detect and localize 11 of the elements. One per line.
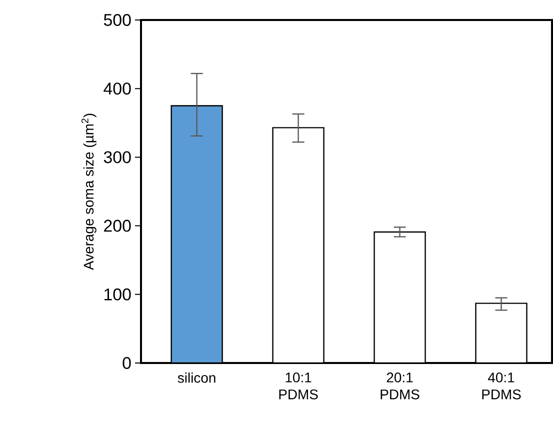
- y-axis-title: Average soma size (µm$^{2}$): [81, 114, 96, 270]
- y-tick-label: 100: [104, 288, 131, 300]
- x-tick-label: 10:1 PDMS: [279, 372, 318, 400]
- y-tick-label: 300: [104, 151, 131, 164]
- y-tick-label: 400: [104, 82, 131, 95]
- y-tick-label: 0: [122, 357, 131, 369]
- y-tick-label: 200: [104, 220, 131, 232]
- x-tick-label: 20:1 PDMS: [380, 372, 420, 400]
- x-tick-label: 40:1 PDMS: [482, 372, 521, 400]
- x-tick-label: silicon: [178, 372, 216, 383]
- y-tick-label: 500: [104, 14, 131, 26]
